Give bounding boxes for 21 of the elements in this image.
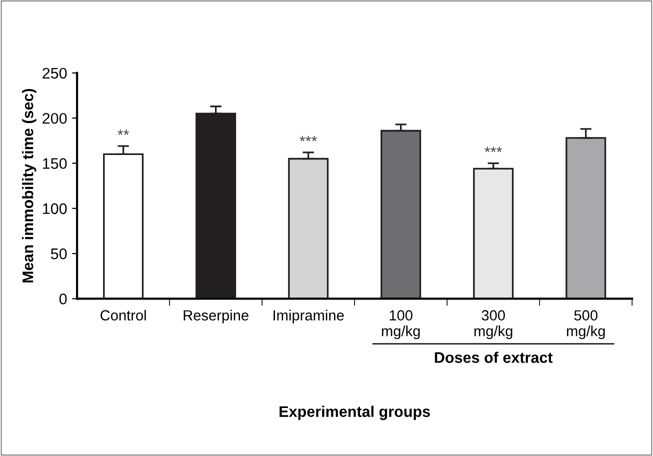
text: Doses of extract xyxy=(434,352,553,363)
x-tick-label: Control xyxy=(100,310,146,321)
y-tick-label: 0 xyxy=(59,294,67,304)
y-tick-label: 100 xyxy=(43,203,67,214)
x-tick-label: 100 mg/kg xyxy=(382,310,420,340)
x-tick-label: 500 mg/kg xyxy=(566,310,605,340)
y-tick-label: 200 xyxy=(42,112,67,124)
x-tick-label: Imipramine xyxy=(274,310,344,324)
y-tick-label: 50 xyxy=(50,248,67,260)
annotation: *** xyxy=(484,146,502,152)
annotation: ** xyxy=(118,130,130,135)
y-tick-label: 150 xyxy=(43,158,67,169)
bar xyxy=(473,168,514,299)
bar xyxy=(566,137,606,299)
x-tick-label: 300 mg/kg xyxy=(474,310,512,340)
y-tick-label: 250 xyxy=(42,68,67,79)
x-axis-title: Experimental groups xyxy=(280,406,430,420)
bar xyxy=(380,130,422,299)
annotation: *** xyxy=(300,136,318,142)
x-tick-label: Reserpine xyxy=(184,310,248,324)
y-axis-title: Mean immobility time (sec) xyxy=(22,88,36,282)
